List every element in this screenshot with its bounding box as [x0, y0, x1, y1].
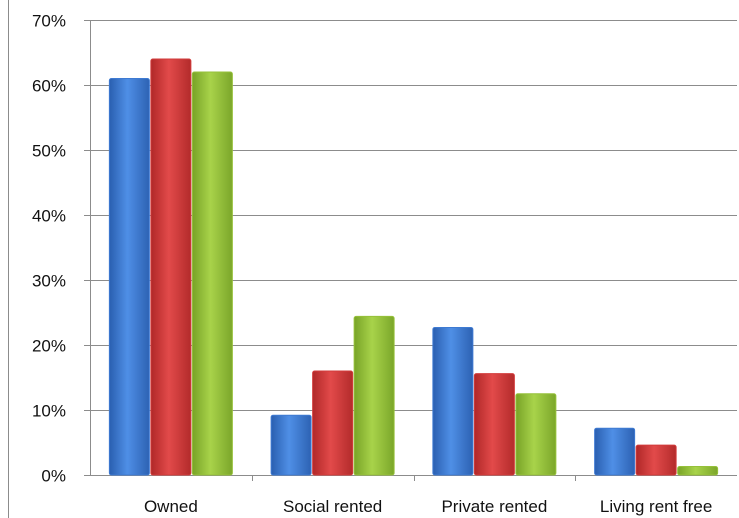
y-tick-label: 50% [32, 142, 66, 161]
y-tick-label: 70% [32, 12, 66, 31]
bar-social-rented-series-2 [312, 370, 354, 476]
bar-private-rented-series-2 [473, 373, 515, 476]
y-tick-label: 20% [32, 337, 66, 356]
bars [108, 58, 719, 476]
y-tick-labels: 0% 10% 20% 30% 40% 50% 60% 70% [32, 12, 66, 486]
bar-owned-series-2 [150, 58, 192, 476]
bar-living-rent-free-series-1 [594, 427, 636, 476]
y-tick-label: 0% [41, 467, 66, 486]
category-label: Private rented [441, 497, 547, 516]
bar-owned-series-1 [108, 78, 150, 476]
bar-owned-series-3 [191, 71, 233, 476]
y-tick-label: 30% [32, 272, 66, 291]
bar-social-rented-series-1 [270, 414, 312, 476]
category-label: Living rent free [600, 497, 712, 516]
y-tick-label: 60% [32, 77, 66, 96]
y-tick-label: 10% [32, 402, 66, 421]
category-label: Social rented [283, 497, 382, 516]
bar-social-rented-series-3 [353, 315, 395, 476]
category-labels: Owned Social rented Private rented Living r… [144, 497, 712, 516]
category-label: Owned [144, 497, 198, 516]
bar-living-rent-free-series-2 [635, 444, 677, 476]
bar-private-rented-series-1 [432, 326, 474, 476]
bar-living-rent-free-series-3 [677, 466, 719, 476]
y-tick-label: 40% [32, 207, 66, 226]
bar-private-rented-series-3 [515, 393, 557, 476]
